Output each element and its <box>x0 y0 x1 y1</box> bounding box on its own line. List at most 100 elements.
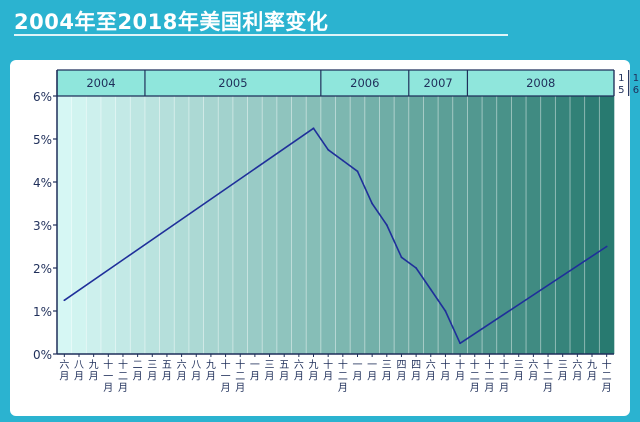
y-tick-label: 5% <box>33 133 52 147</box>
rate-data-point <box>63 299 66 302</box>
grid-column <box>452 96 468 354</box>
grid-column <box>71 96 87 354</box>
rate-data-point <box>385 224 388 226</box>
x-tick-label: 十二月 <box>499 358 509 394</box>
y-tick-label: 0% <box>33 348 52 362</box>
rate-data-point <box>327 148 330 151</box>
grid-column <box>218 96 234 354</box>
x-tick-label: 十一月 <box>221 358 231 394</box>
grid-column <box>291 96 307 354</box>
x-tick-label: 六月 <box>572 359 582 383</box>
x-tick-label: 十二月 <box>235 358 245 394</box>
year-band-label: 2004 <box>86 76 115 90</box>
grid-column <box>144 96 160 354</box>
x-tick-label: 四月 <box>411 360 421 383</box>
grid-column <box>335 96 351 354</box>
x-tick-label: 三月 <box>558 360 568 383</box>
x-tick-label: 三月 <box>382 360 392 383</box>
x-tick-label: 六月 <box>426 359 436 383</box>
rate-data-point <box>605 245 608 248</box>
grid-column <box>57 96 72 354</box>
x-tick-label: 十二月 <box>543 358 553 394</box>
grid-column <box>584 96 600 354</box>
grid-column <box>394 96 410 354</box>
grid-column <box>159 96 175 354</box>
grid-column <box>526 96 542 354</box>
x-tick-label: 十二月 <box>602 358 612 394</box>
x-tick-label: 十月 <box>455 358 465 383</box>
x-tick-label: 九月 <box>206 359 216 383</box>
rate-data-point <box>356 170 359 173</box>
year-band-bar <box>57 70 614 96</box>
rate-data-point <box>341 159 344 162</box>
x-tick-label: 十二月 <box>118 358 128 394</box>
grid-column <box>86 96 102 354</box>
grid-column <box>174 96 190 354</box>
year-band-label: 2005 <box>218 76 247 90</box>
grid-column <box>115 96 131 354</box>
x-tick-label: 十二月 <box>338 358 348 394</box>
x-tick-label: 三月 <box>514 360 524 383</box>
year-band-label: 2008 <box>526 76 555 90</box>
x-tick-label: 十月 <box>440 358 450 383</box>
grid-column <box>555 96 571 354</box>
x-tick-label: 六月 <box>528 359 538 383</box>
x-tick-label: 三月 <box>265 360 275 383</box>
grid-column <box>203 96 219 354</box>
x-tick-label: 十一月 <box>103 358 113 394</box>
grid-column <box>276 96 292 354</box>
x-tick-label: 二月 <box>133 360 143 383</box>
x-tick-label: 九月 <box>309 359 319 383</box>
rate-data-point <box>415 267 418 269</box>
y-tick-label: 4% <box>33 176 52 190</box>
x-tick-label: 一月 <box>367 360 377 383</box>
rate-data-point <box>400 256 403 259</box>
grid-column <box>467 96 483 354</box>
y-tick-label: 3% <box>33 219 52 233</box>
grid-column <box>306 96 322 354</box>
x-tick-label: 六月 <box>177 359 187 383</box>
grid-column <box>438 96 454 354</box>
grid-column <box>423 96 439 354</box>
x-tick-label: 八月 <box>74 360 84 383</box>
x-tick-label: 九月 <box>89 359 99 383</box>
x-tick-label: 十二月 <box>470 358 480 394</box>
grid-column <box>320 96 336 354</box>
rate-data-point <box>429 288 432 291</box>
page-title: 2004年至2018年美国利率变化 <box>14 10 329 34</box>
grid-column <box>482 96 498 354</box>
grid-column <box>130 96 146 354</box>
grid-column <box>570 96 585 354</box>
rate-data-point <box>459 342 461 345</box>
grid-column <box>100 96 116 354</box>
grid-column <box>364 96 380 354</box>
x-tick-label: 五月 <box>162 360 172 383</box>
x-tick-label: 九月 <box>587 359 597 383</box>
grid-column <box>232 96 248 354</box>
grid-column <box>599 96 615 354</box>
x-tick-label: 五月 <box>279 360 289 383</box>
year-band-label: 2007 <box>423 76 452 90</box>
grid-column <box>262 96 278 354</box>
x-tick-label: 一月 <box>352 360 362 383</box>
rate-data-point <box>312 127 315 130</box>
grid-column <box>540 96 556 354</box>
grid-column <box>511 96 527 354</box>
year-band-label: 2006 <box>350 76 379 90</box>
x-tick-label: 四月 <box>396 360 406 383</box>
x-tick-label: 十月 <box>323 358 333 383</box>
rate-data-point <box>371 202 374 205</box>
grid-column <box>350 96 366 354</box>
grid-column <box>496 96 512 354</box>
rate-data-point <box>444 310 447 312</box>
x-tick-label: 六月 <box>294 359 304 383</box>
x-tick-label: 三月 <box>147 360 157 383</box>
grid-column <box>188 96 204 354</box>
x-tick-label: 十二月 <box>484 358 494 394</box>
grid-column <box>408 96 424 354</box>
title-underline <box>14 34 508 36</box>
